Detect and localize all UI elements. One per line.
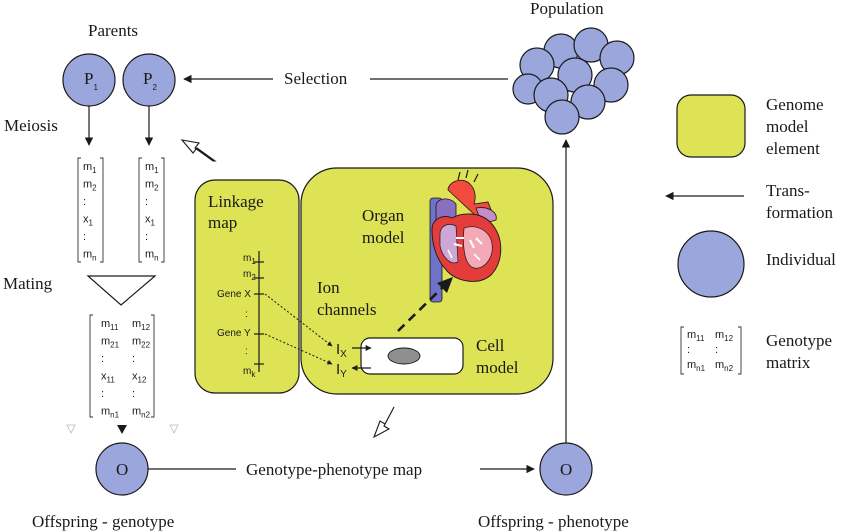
- gamete-1-entry: m2: [83, 179, 97, 193]
- linkage-m1: m1: [243, 253, 256, 266]
- linkage-gene-y: Gene Y: [217, 328, 251, 339]
- legend-genome-3: element: [766, 139, 820, 158]
- offspring-matrix-left-entry: :: [101, 353, 104, 365]
- heart-illustration: [429, 169, 502, 303]
- meiosis-label: Meiosis: [4, 116, 58, 135]
- cell-to-organ-arrowhead: [437, 277, 453, 293]
- offspring-genotype-label: Offspring - genotype: [32, 512, 174, 531]
- ion-y-label: IY: [336, 361, 347, 380]
- offspring-matrix-right-entry: :: [132, 388, 135, 400]
- faded-triangle-right: [169, 424, 179, 434]
- gamete-1-entry: m1: [83, 161, 97, 175]
- legend-matrix-right-entry: mn2: [715, 359, 734, 373]
- cell-label-2: model: [476, 358, 519, 377]
- legend-matrix-right-entry: :: [715, 344, 718, 356]
- linkage-gene-x: Gene X: [217, 289, 251, 300]
- offspring-phenotype-circle-label: O: [560, 460, 572, 479]
- gamete-1-entry: :: [83, 231, 86, 243]
- offspring-matrix-left-entry: x11: [101, 371, 115, 385]
- legend-trans-2: formation: [766, 203, 834, 222]
- gamete-genotype-1: m1 m2: x1: mn: [77, 157, 104, 263]
- gamete-1-entry: :: [83, 196, 86, 208]
- gamete-genotype-2: m1 m2: x1: mn: [138, 157, 165, 263]
- offspring-matrix-right-entry: mn2: [132, 406, 151, 420]
- gamete-1-entry: x1: [83, 214, 94, 228]
- legend-matrix-left-entry: m11: [687, 329, 705, 343]
- offspring-matrix-right-entry: m12: [132, 318, 151, 332]
- linkage-m2: m2: [243, 269, 256, 282]
- gene-y-to-iy-arrow: [264, 333, 333, 365]
- organ-label-1: Organ: [362, 206, 405, 225]
- population-title: Population: [530, 0, 604, 18]
- offspring-genotype-node: O: [95, 442, 149, 496]
- parents-title: Parents: [88, 21, 138, 40]
- cell-to-organ-arrow: [397, 283, 447, 332]
- legend-individual-circle: [677, 230, 745, 298]
- linkage-title-1: Linkage: [208, 192, 264, 211]
- gamete-2-entry: :: [145, 196, 148, 208]
- selection-label: Selection: [284, 69, 348, 88]
- legend-matrix-right-entry: m12: [715, 329, 734, 343]
- legend-matrix-left-entry: :: [687, 344, 690, 356]
- offspring-triangle: [117, 425, 127, 434]
- faded-triangle-left: [66, 424, 76, 434]
- legend-individual: Individual: [766, 250, 836, 269]
- parent-2-label: P2: [143, 69, 157, 92]
- gamete-2-entry: :: [145, 231, 148, 243]
- legend-genome-2: model: [766, 117, 809, 136]
- cell-nucleus: [387, 347, 421, 365]
- organ-label-2: model: [362, 228, 405, 247]
- gp-map-label: Genotype-phenotype map: [246, 460, 422, 479]
- legend-geno-2: matrix: [766, 353, 811, 372]
- offspring-matrix-right-entry: x12: [132, 371, 147, 385]
- legend-matrix-left-entry: mn1: [687, 359, 706, 373]
- mating-funnel: [86, 275, 157, 306]
- offspring-matrix-left-entry: mn1: [101, 406, 120, 420]
- offspring-phenotype-label: Offspring - phenotype: [478, 512, 629, 531]
- linkage-map-box: [194, 179, 300, 394]
- offspring-phenotype-node: O: [539, 442, 593, 496]
- offspring-matrix-right-entry: m22: [132, 336, 151, 350]
- linkage-dot-1: :: [245, 309, 248, 320]
- gamete-2-entry: mn: [145, 249, 159, 263]
- parent-1-label: P1: [84, 69, 98, 92]
- linkage-mk: mk: [243, 366, 256, 379]
- linkage-dot-2: :: [245, 346, 248, 357]
- linkage-title-2: map: [208, 213, 237, 232]
- legend-genotype-matrix: m11 m12::mn1 mn2: [680, 326, 742, 375]
- legend-trans-1: Trans-: [766, 181, 810, 200]
- transform-arrow-up: [180, 139, 217, 162]
- cell-label-1: Cell: [476, 336, 505, 355]
- legend-genome-swatch: [676, 94, 746, 158]
- population-cluster: [512, 27, 635, 135]
- legend-geno-1: Genotype: [766, 331, 832, 350]
- gamete-2-entry: m2: [145, 179, 159, 193]
- offspring-genotype-circle-label: O: [116, 460, 128, 479]
- transform-arrow-down: [372, 406, 395, 439]
- ion-label-1: Ion: [317, 278, 340, 297]
- offspring-matrix-left-entry: m11: [101, 318, 119, 332]
- parent-1-node: P1: [62, 53, 116, 107]
- gamete-1-entry: mn: [83, 249, 97, 263]
- parent-2-node: P2: [122, 53, 176, 107]
- offspring-matrix-left-entry: :: [101, 388, 104, 400]
- linkage-chromosome: [254, 251, 264, 372]
- ion-label-2: channels: [317, 300, 376, 319]
- ion-x-label: IX: [336, 341, 347, 360]
- offspring-matrix-right-entry: :: [132, 353, 135, 365]
- offspring-matrix-left-entry: m21: [101, 336, 120, 350]
- gamete-2-entry: x1: [145, 214, 156, 228]
- gamete-2-entry: m1: [145, 161, 159, 175]
- mating-label: Mating: [3, 274, 53, 293]
- legend-genome-1: Genome: [766, 95, 824, 114]
